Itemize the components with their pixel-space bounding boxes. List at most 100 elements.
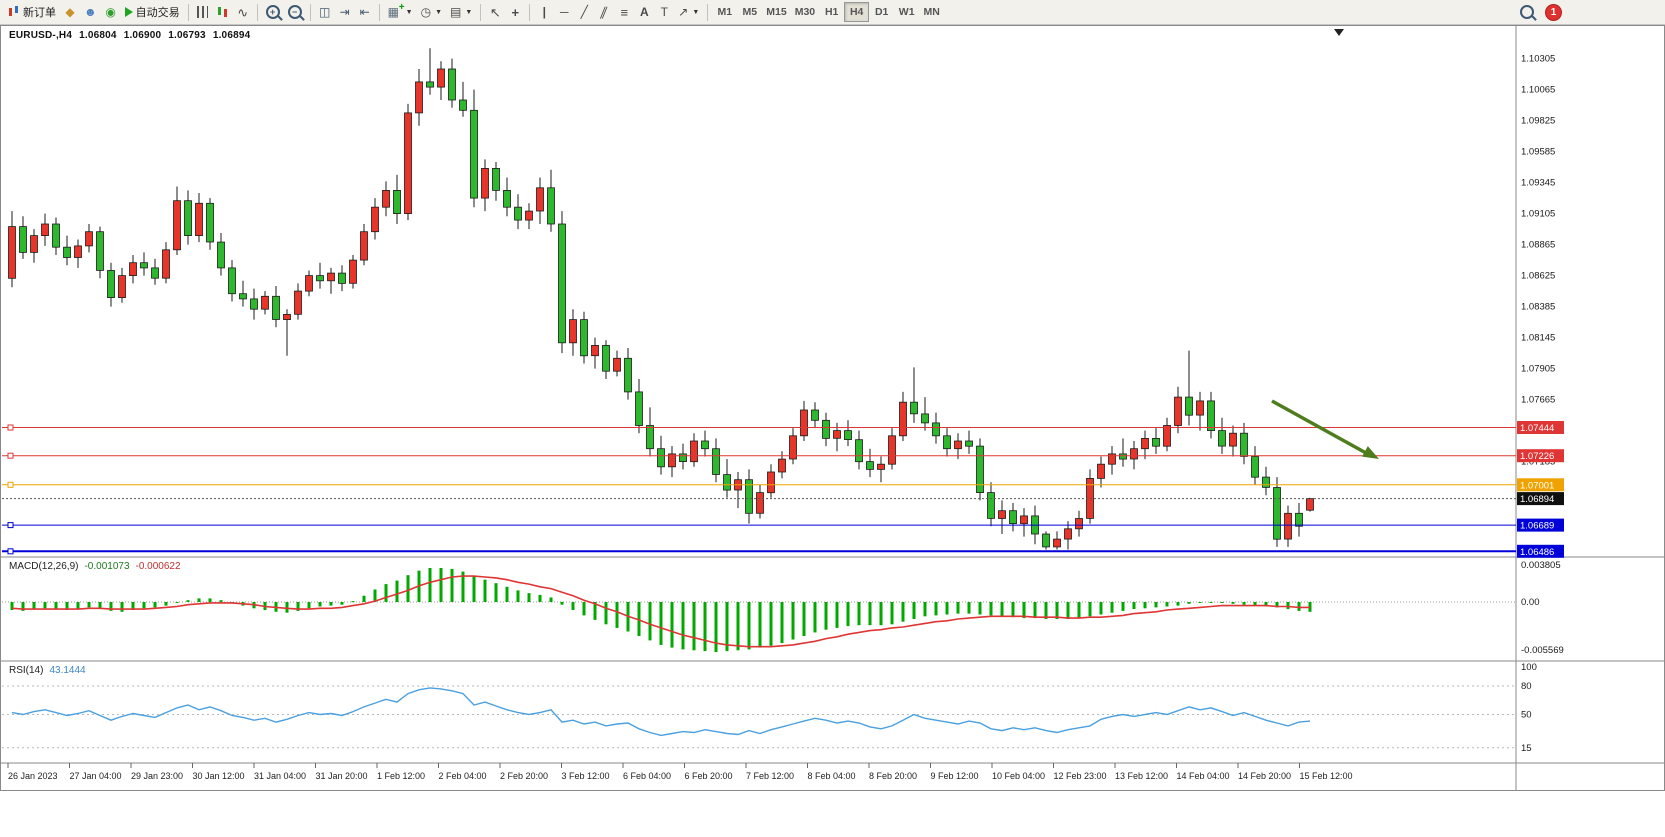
candle-body (1108, 453, 1116, 465)
zoom-out-button[interactable]: − (284, 2, 306, 22)
text-tool-icon: A (639, 5, 649, 19)
trendline-button[interactable]: ╱ (574, 2, 594, 22)
profile-icon: ☻ (84, 5, 97, 19)
bar-chart-button[interactable] (193, 2, 213, 22)
hline-1.07226[interactable] (2, 452, 1516, 459)
candle-body (437, 68, 445, 88)
candle-body (107, 270, 115, 299)
new-order-label: 新订单 (23, 7, 56, 19)
search-icon[interactable] (1520, 5, 1534, 19)
svg-text:1.08145: 1.08145 (1521, 332, 1555, 343)
candle-body (613, 357, 621, 372)
candle-body (899, 401, 907, 437)
timeframe-mn[interactable]: MN (919, 2, 944, 22)
candle-body (52, 223, 60, 248)
hline-handle[interactable] (7, 548, 14, 555)
horizontal-line-button[interactable]: ─ (554, 2, 574, 22)
toolbar-separator (378, 3, 380, 21)
hline-handle[interactable] (7, 452, 14, 459)
candle-body (459, 99, 467, 111)
cursor-icon: ↖ (489, 4, 501, 20)
candle-body (998, 510, 1006, 519)
candle-body (195, 202, 203, 237)
bar-chart-icon (197, 6, 209, 18)
candle-body (492, 167, 500, 191)
candle-body (1053, 538, 1061, 548)
hline-handle[interactable] (7, 424, 14, 431)
svg-text:100: 100 (1521, 662, 1537, 673)
chart-shift-button[interactable]: ⇤ (355, 2, 375, 22)
market-watch-button[interactable]: ◆ (60, 2, 80, 22)
candle-body (811, 409, 819, 421)
time-axis-label: 29 Jan 23:00 (131, 771, 183, 781)
label-tool-icon: T (660, 5, 668, 19)
timeframe-d1[interactable]: D1 (869, 2, 894, 22)
hline-handle[interactable] (7, 522, 14, 529)
autoscroll-icon: ⇥ (339, 5, 350, 19)
timeframe-m1[interactable]: M1 (712, 2, 737, 22)
crosshair-button[interactable]: + (505, 2, 525, 22)
new-order-button[interactable]: 新订单 (4, 2, 60, 22)
candle-body (382, 189, 390, 208)
trendline-icon: ╱ (580, 5, 588, 19)
candle-body (646, 425, 654, 450)
svg-text:1.09345: 1.09345 (1521, 177, 1555, 188)
arrows-tool-button[interactable]: ↗ ▼ (674, 2, 703, 22)
zoom-in-button[interactable]: + (262, 2, 284, 22)
timeframe-w1[interactable]: W1 (894, 2, 919, 22)
community-button[interactable]: ◉ (101, 2, 121, 22)
candle-body (932, 422, 940, 437)
time-axis-label: 2 Feb 04:00 (439, 771, 487, 781)
candle-body (481, 167, 489, 199)
candle-body (1185, 396, 1193, 416)
chart-canvas[interactable]: 1.10305 1.10065 1.09825 1.09585 1.09345 1.091… (0, 25, 1665, 837)
fibonacci-button[interactable]: ≡ (614, 2, 634, 22)
vertical-line-button[interactable]: | (534, 2, 554, 22)
svg-text:1.06689: 1.06689 (1520, 521, 1554, 532)
autoscroll-button[interactable]: ⇥ (335, 2, 355, 22)
tile-windows-button[interactable]: ◫ (315, 2, 335, 22)
text-tool-button[interactable]: A (634, 2, 654, 22)
periods-button[interactable]: ◷ ▼ (417, 2, 446, 22)
timeframe-h1[interactable]: H1 (819, 2, 844, 22)
trend-arrow-annotation[interactable] (1271, 399, 1382, 464)
time-axis-label: 6 Feb 04:00 (623, 771, 671, 781)
candle-body (789, 435, 797, 460)
timeframe-m15[interactable]: M15 (762, 2, 790, 22)
hline-1.06486[interactable] (2, 548, 1516, 555)
line-chart-button[interactable]: ∿ (233, 2, 253, 22)
candle-body (151, 267, 159, 279)
chart-shift-marker[interactable] (1334, 29, 1344, 36)
candle-body (448, 68, 456, 101)
svg-text:1.07226: 1.07226 (1520, 451, 1554, 462)
templates-button[interactable]: ▤ ▼ (446, 2, 476, 22)
equidistant-channel-button[interactable]: ∥ (594, 2, 614, 22)
svg-text:1.10065: 1.10065 (1521, 84, 1555, 95)
candlestick-chart-button[interactable] (213, 2, 233, 22)
timeframe-m30[interactable]: M30 (791, 2, 819, 22)
profile-button[interactable]: ☻ (80, 2, 101, 22)
timeframe-m5[interactable]: M5 (737, 2, 762, 22)
zoom-in-icon: + (265, 5, 280, 19)
label-tool-button[interactable]: T (654, 2, 674, 22)
candle-body (833, 430, 841, 439)
candle-body (19, 226, 27, 253)
timeframe-h4[interactable]: H4 (844, 2, 870, 22)
notification-badge[interactable]: 1 (1546, 4, 1561, 20)
cursor-button[interactable]: ↖ (485, 2, 505, 22)
hline-1.06689[interactable] (2, 522, 1516, 529)
svg-text:50: 50 (1521, 710, 1532, 721)
candle-body (712, 448, 720, 475)
indicators-button[interactable]: ▼ (384, 2, 417, 22)
svg-text:1.10305: 1.10305 (1521, 53, 1555, 64)
hline-handle[interactable] (7, 481, 14, 488)
hline-1.07001[interactable] (2, 481, 1516, 488)
hline-1.07444[interactable] (2, 424, 1516, 431)
market-watch-icon: ◆ (65, 5, 75, 19)
time-axis-label: 27 Jan 04:00 (70, 771, 122, 781)
candle-body (1229, 432, 1237, 447)
auto-trading-button[interactable]: 自动交易 (121, 2, 184, 22)
template-icon: ▤ (450, 5, 462, 19)
svg-text:1.08385: 1.08385 (1521, 301, 1555, 312)
vertical-line-icon: | (542, 5, 546, 19)
